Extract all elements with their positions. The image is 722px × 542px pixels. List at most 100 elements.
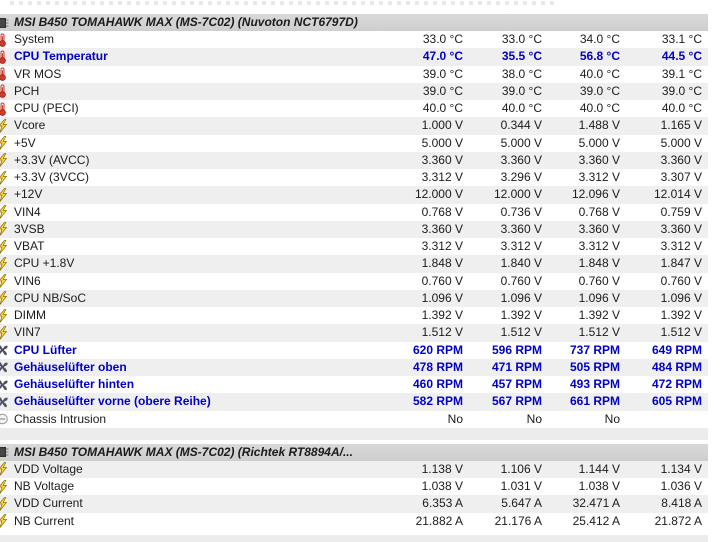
sensor-label: CPU Temperatur — [14, 49, 108, 64]
sensor-label: VIN7 — [14, 325, 41, 340]
section-header-label: MSI B450 TOMAHAWK MAX (MS-7C02) (Nuvoton… — [14, 15, 358, 29]
sensor-row[interactable]: +3.3V (3VCC) 3.312 V 3.296 V 3.312 V 3.307 V — [0, 169, 708, 186]
sensor-value: 1.512 V — [578, 325, 620, 340]
sensor-row[interactable]: VDD Current 6.353 A 5.647 A 32.471 A 8.418 A — [0, 495, 708, 513]
sensor-value: 620 RPM — [412, 342, 463, 357]
sensor-row[interactable]: 3VSB 3.360 V 3.360 V 3.360 V 3.360 V — [0, 220, 708, 238]
sensor-value: 1.036 V — [660, 479, 702, 493]
sensor-value: 1.134 V — [660, 461, 702, 476]
sensor-value: 737 RPM — [569, 342, 620, 357]
sensor-row[interactable]: CPU (PECI) 40.0 °C 40.0 °C 40.0 °C 40.0 °C — [0, 100, 708, 117]
section-gap-white — [0, 439, 708, 444]
sensor-value: 1.031 V — [500, 479, 542, 493]
sensor-value: 8.418 A — [661, 496, 702, 511]
sensor-values: 620 RPM 596 RPM 737 RPM 649 RPM — [384, 342, 708, 359]
voltage-icon — [0, 274, 13, 288]
sensor-value: 661 RPM — [569, 394, 620, 409]
sensor-values: 33.0 °C 33.0 °C 34.0 °C 33.1 °C — [384, 31, 708, 48]
sensor-label: Chassis Intrusion — [14, 411, 107, 426]
sensor-value: 1.847 V — [660, 256, 702, 271]
sensor-values: 47.0 °C 35.5 °C 56.8 °C 44.5 °C — [384, 48, 708, 65]
sensor-row[interactable]: +12V 12.000 V 12.000 V 12.096 V 12.014 V — [0, 186, 708, 204]
sensor-value: 40.0 °C — [501, 101, 542, 115]
sensor-label: +5V — [14, 135, 36, 150]
voltage-icon — [0, 257, 13, 271]
sensor-values: 1.000 V 0.344 V 1.488 V 1.165 V — [384, 117, 708, 134]
sensor-value: 39.0 °C — [661, 83, 702, 98]
sensor-values: 12.000 V 12.000 V 12.096 V 12.014 V — [384, 186, 708, 203]
sensor-value: 3.307 V — [660, 170, 702, 184]
sensor-row[interactable]: VR MOS 39.0 °C 38.0 °C 40.0 °C 39.1 °C — [0, 66, 708, 83]
sensor-row[interactable]: NB Voltage 1.038 V 1.031 V 1.038 V 1.036 V — [0, 478, 708, 495]
sensor-value: 505 RPM — [569, 359, 620, 374]
sensor-value: 3.312 V — [421, 239, 463, 253]
sensor-value: 5.000 V — [660, 135, 702, 150]
sensor-values: 3.360 V 3.360 V 3.360 V 3.360 V — [384, 221, 708, 238]
fan-icon — [0, 360, 13, 374]
next-section-clipped-band — [0, 534, 708, 542]
temperature-icon — [0, 67, 13, 82]
sensor-value: 21.882 A — [415, 513, 463, 528]
section-gap-band — [0, 427, 708, 440]
sensor-value: 582 RPM — [412, 394, 463, 409]
sensor-value: 39.1 °C — [661, 66, 702, 81]
sensor-values: 1.392 V 1.392 V 1.392 V 1.392 V — [384, 307, 708, 324]
sensor-value: No — [447, 411, 463, 426]
sensor-label: Gehäuselüfter oben — [14, 359, 127, 374]
sensor-row[interactable]: Vcore 1.000 V 0.344 V 1.488 V 1.165 V — [0, 117, 708, 135]
sensor-row[interactable]: VIN4 0.768 V 0.736 V 0.768 V 0.759 V — [0, 204, 708, 221]
sensor-value: 1.000 V — [421, 118, 463, 133]
voltage-icon — [0, 170, 13, 185]
sensor-row[interactable]: VBAT 3.312 V 3.312 V 3.312 V 3.312 V — [0, 238, 708, 255]
sensor-row[interactable]: Chassis Intrusion No No No — [0, 411, 708, 428]
voltage-icon — [0, 222, 13, 237]
chip-icon — [0, 16, 13, 30]
sensor-value: 457 RPM — [491, 377, 542, 391]
sensor-value: 35.5 °C — [501, 49, 542, 64]
sensor-row[interactable]: VIN6 0.760 V 0.760 V 0.760 V 0.760 V — [0, 273, 708, 290]
sensor-row[interactable]: Gehäuselüfter oben 478 RPM 471 RPM 505 RPM 4… — [0, 358, 708, 376]
section-header[interactable]: MSI B450 TOMAHAWK MAX (MS-7C02) (Richtek… — [0, 443, 708, 461]
sensor-row[interactable]: Gehäuselüfter hinten 460 RPM 457 RPM 493 RP… — [0, 376, 708, 393]
sensor-value: 0.736 V — [500, 204, 542, 219]
sensor-values: 460 RPM 457 RPM 493 RPM 472 RPM — [384, 376, 708, 393]
section-header[interactable]: MSI B450 TOMAHAWK MAX (MS-7C02) (Nuvoton… — [0, 14, 708, 31]
sensor-label: +12V — [14, 187, 43, 202]
sensor-values: 3.312 V 3.312 V 3.312 V 3.312 V — [384, 238, 708, 255]
sensor-value: 40.0 °C — [579, 66, 620, 81]
sensor-value: 47.0 °C — [422, 49, 463, 64]
sensor-value: 21.176 A — [494, 513, 542, 528]
sensor-value: 39.0 °C — [422, 83, 463, 98]
sensor-value: 484 RPM — [651, 359, 702, 374]
voltage-icon — [0, 514, 13, 528]
sensor-value: 1.096 V — [421, 290, 463, 305]
intrusion-icon — [0, 412, 13, 426]
sensor-value: 0.760 V — [660, 273, 702, 288]
sensor-values: 0.760 V 0.760 V 0.760 V 0.760 V — [384, 273, 708, 290]
sensor-row[interactable]: +5V 5.000 V 5.000 V 5.000 V 5.000 V — [0, 135, 708, 152]
sensor-row[interactable]: VIN7 1.512 V 1.512 V 1.512 V 1.512 V — [0, 324, 708, 342]
sensor-row[interactable]: CPU NB/SoC 1.096 V 1.096 V 1.096 V 1.096 V — [0, 289, 708, 307]
sensor-value: 40.0 °C — [579, 101, 620, 115]
sensor-value: 1.512 V — [660, 325, 702, 340]
fan-icon — [0, 395, 13, 409]
sensor-row[interactable]: CPU Temperatur 47.0 °C 35.5 °C 56.8 °C 44.5 … — [0, 48, 708, 66]
sensor-value: 1.392 V — [421, 308, 463, 322]
sensor-label: VIN4 — [14, 204, 41, 219]
sensor-row[interactable]: VDD Voltage 1.138 V 1.106 V 1.144 V 1.134 V — [0, 460, 708, 478]
sensor-row[interactable]: Gehäuselüfter vorne (obere Reihe) 582 RPM… — [0, 393, 708, 411]
sensor-row[interactable]: +3.3V (AVCC) 3.360 V 3.360 V 3.360 V 3.360 V — [0, 151, 708, 169]
sensor-label: Gehäuselüfter vorne (obere Reihe) — [14, 394, 211, 409]
sensor-row[interactable]: PCH 39.0 °C 39.0 °C 39.0 °C 39.0 °C — [0, 82, 708, 100]
sensor-label: VDD Current — [14, 496, 83, 511]
sensor-value: 5.647 A — [501, 496, 542, 511]
sensor-value: 5.000 V — [578, 135, 620, 150]
sensor-row[interactable]: CPU Lüfter 620 RPM 596 RPM 737 RPM 649 RPM — [0, 342, 708, 359]
sensor-value: 56.8 °C — [579, 49, 620, 64]
sensor-row[interactable]: NB Current 21.882 A 21.176 A 25.412 A 21.872… — [0, 513, 708, 530]
sensor-row[interactable]: CPU +1.8V 1.848 V 1.840 V 1.848 V 1.847 V — [0, 255, 708, 273]
sensor-row[interactable]: System 33.0 °C 33.0 °C 34.0 °C 33.1 °C — [0, 31, 708, 48]
sensor-row[interactable]: DIMM 1.392 V 1.392 V 1.392 V 1.392 V — [0, 307, 708, 324]
voltage-icon — [0, 479, 13, 494]
